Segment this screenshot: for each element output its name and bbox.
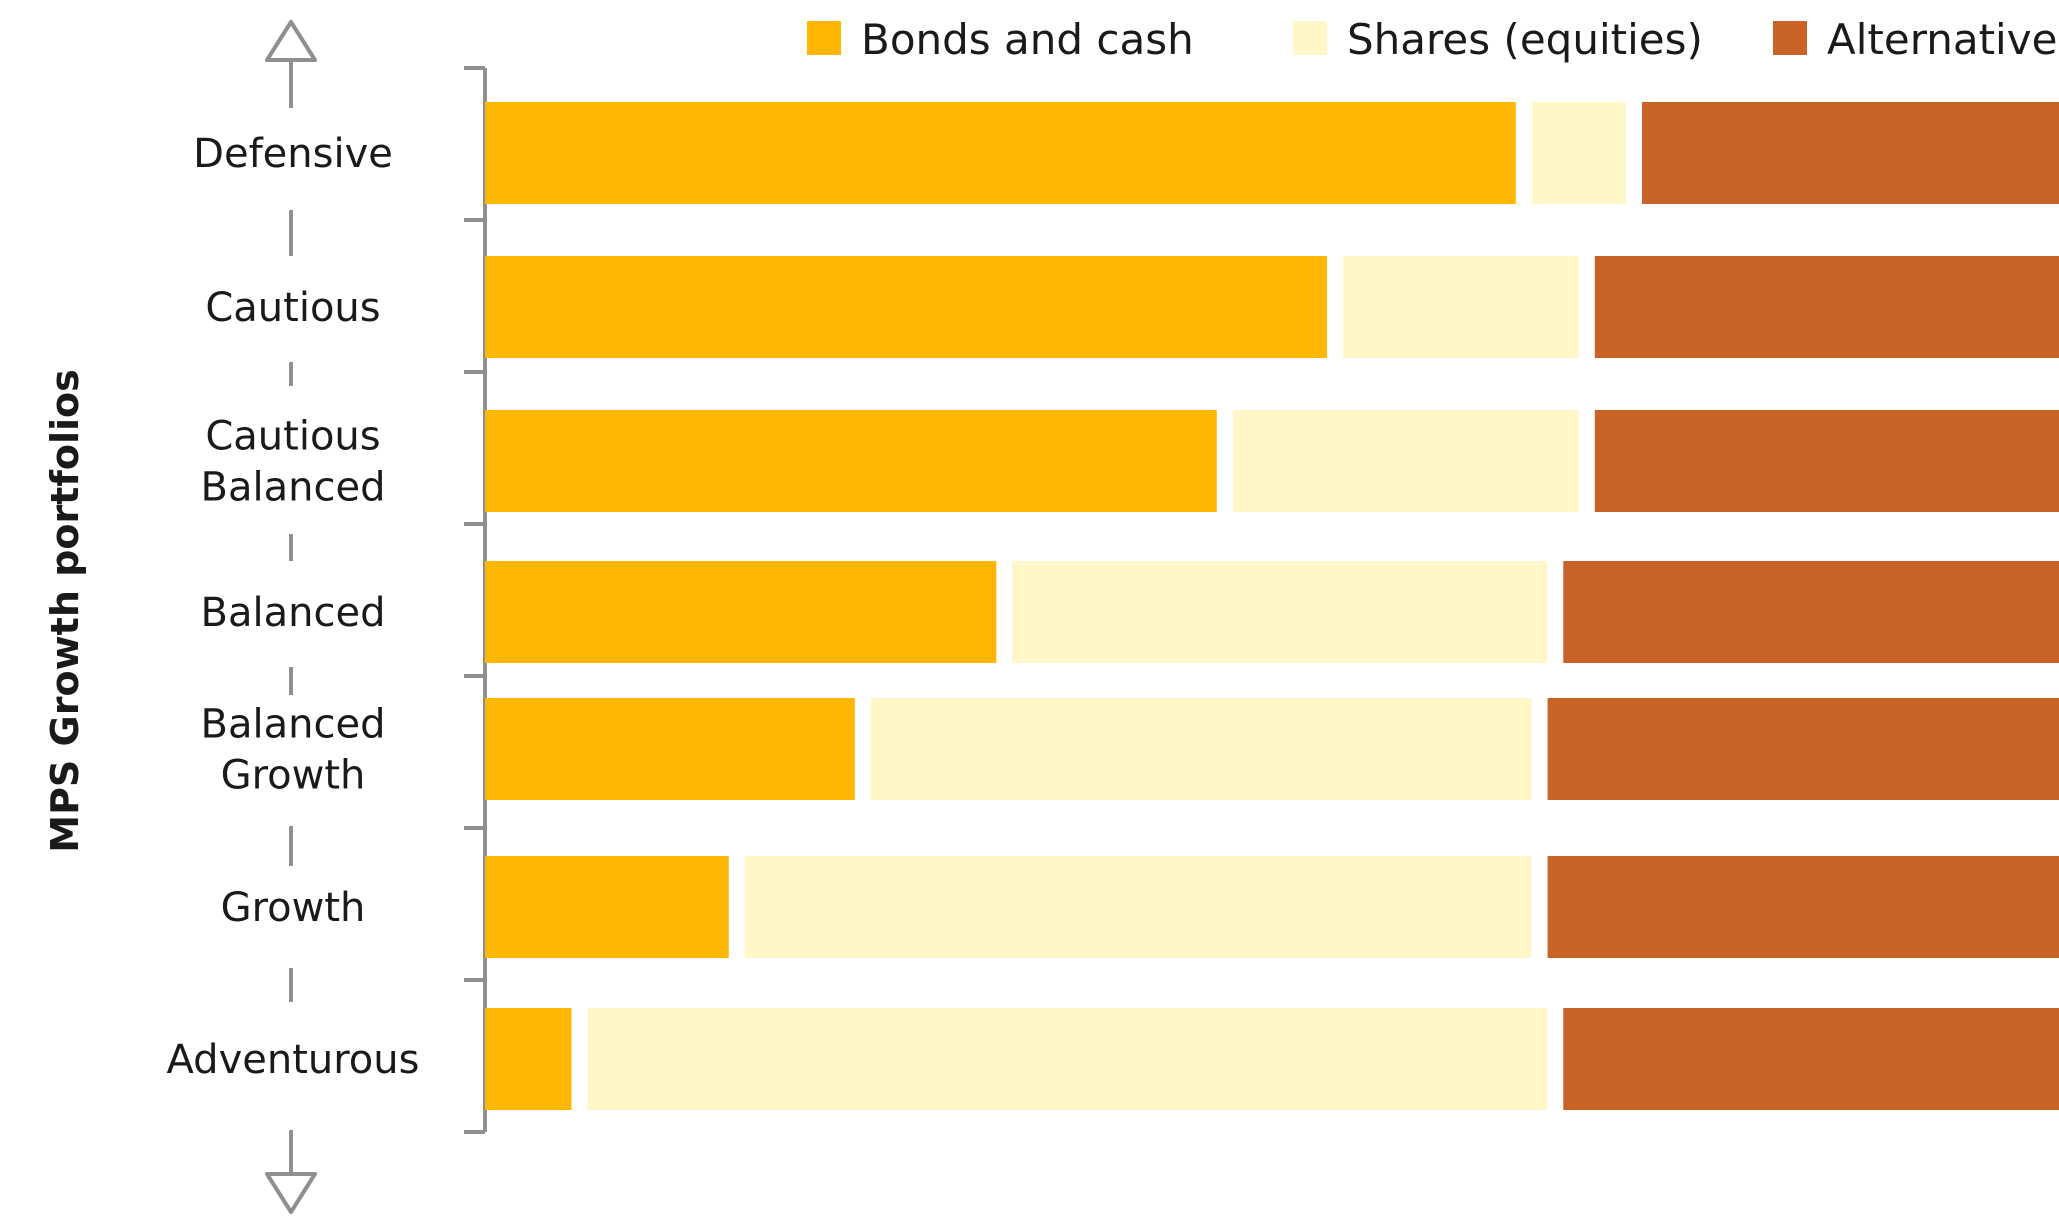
bar-defensive-shares-equities bbox=[1531, 102, 1626, 204]
bar-balanced-growth-alternatives bbox=[1547, 698, 2059, 800]
bar-defensive-bonds-and-cash bbox=[485, 102, 1516, 204]
bar-growth-shares-equities bbox=[744, 856, 1532, 958]
arrow-up-icon bbox=[265, 20, 317, 62]
bar-adventurous-alternatives bbox=[1563, 1008, 2059, 1110]
bar-growth-bonds-and-cash bbox=[485, 856, 729, 958]
category-label-growth: Growth bbox=[221, 885, 366, 931]
legend: Bonds and cash Shares (equities) Alternati… bbox=[807, 15, 2059, 64]
arrow-down-icon bbox=[265, 1172, 317, 1214]
bar-balanced-bonds-and-cash bbox=[485, 561, 997, 663]
legend-label-bonds-and-cash: Bonds and cash bbox=[861, 15, 1194, 64]
bar-cautious-balanced-alternatives bbox=[1594, 410, 2059, 512]
category-label-balanced-growth: Balanced Growth bbox=[201, 702, 386, 799]
bar-balanced-alternatives bbox=[1563, 561, 2059, 663]
legend-label-shares-equities: Shares (equities) bbox=[1347, 15, 1703, 64]
bar-cautious-shares-equities bbox=[1343, 256, 1579, 358]
category-label-cautious-balanced: Cautious Balanced bbox=[201, 414, 386, 511]
category-label-adventurous: Adventurous bbox=[167, 1037, 420, 1083]
bar-balanced-growth-bonds-and-cash bbox=[485, 698, 855, 800]
legend-swatch-bonds-and-cash bbox=[807, 21, 841, 55]
bar-adventurous-bonds-and-cash bbox=[485, 1008, 572, 1110]
bars bbox=[485, 102, 2059, 1110]
bar-cautious-alternatives bbox=[1594, 256, 2059, 358]
bar-growth-alternatives bbox=[1547, 856, 2059, 958]
legend-swatch-shares-equities bbox=[1293, 21, 1327, 55]
category-label-cautious: Cautious bbox=[205, 285, 380, 331]
bar-defensive-alternatives bbox=[1642, 102, 2059, 204]
bar-adventurous-shares-equities bbox=[587, 1008, 1548, 1110]
bar-cautious-bonds-and-cash bbox=[485, 256, 1327, 358]
bar-cautious-balanced-shares-equities bbox=[1232, 410, 1579, 512]
legend-label-alternatives: Alternatives bbox=[1827, 15, 2059, 64]
category-labels: Defensive Cautious Cautious Balanced Balance… bbox=[167, 131, 420, 1083]
category-label-balanced: Balanced bbox=[201, 590, 386, 636]
bar-balanced-shares-equities bbox=[1012, 561, 1548, 663]
y-axis-label: MPS Growth portfolios bbox=[43, 369, 87, 852]
category-label-defensive: Defensive bbox=[193, 131, 393, 177]
bar-cautious-balanced-bonds-and-cash bbox=[485, 410, 1217, 512]
bar-balanced-growth-shares-equities bbox=[870, 698, 1532, 800]
legend-swatch-alternatives bbox=[1773, 21, 1807, 55]
